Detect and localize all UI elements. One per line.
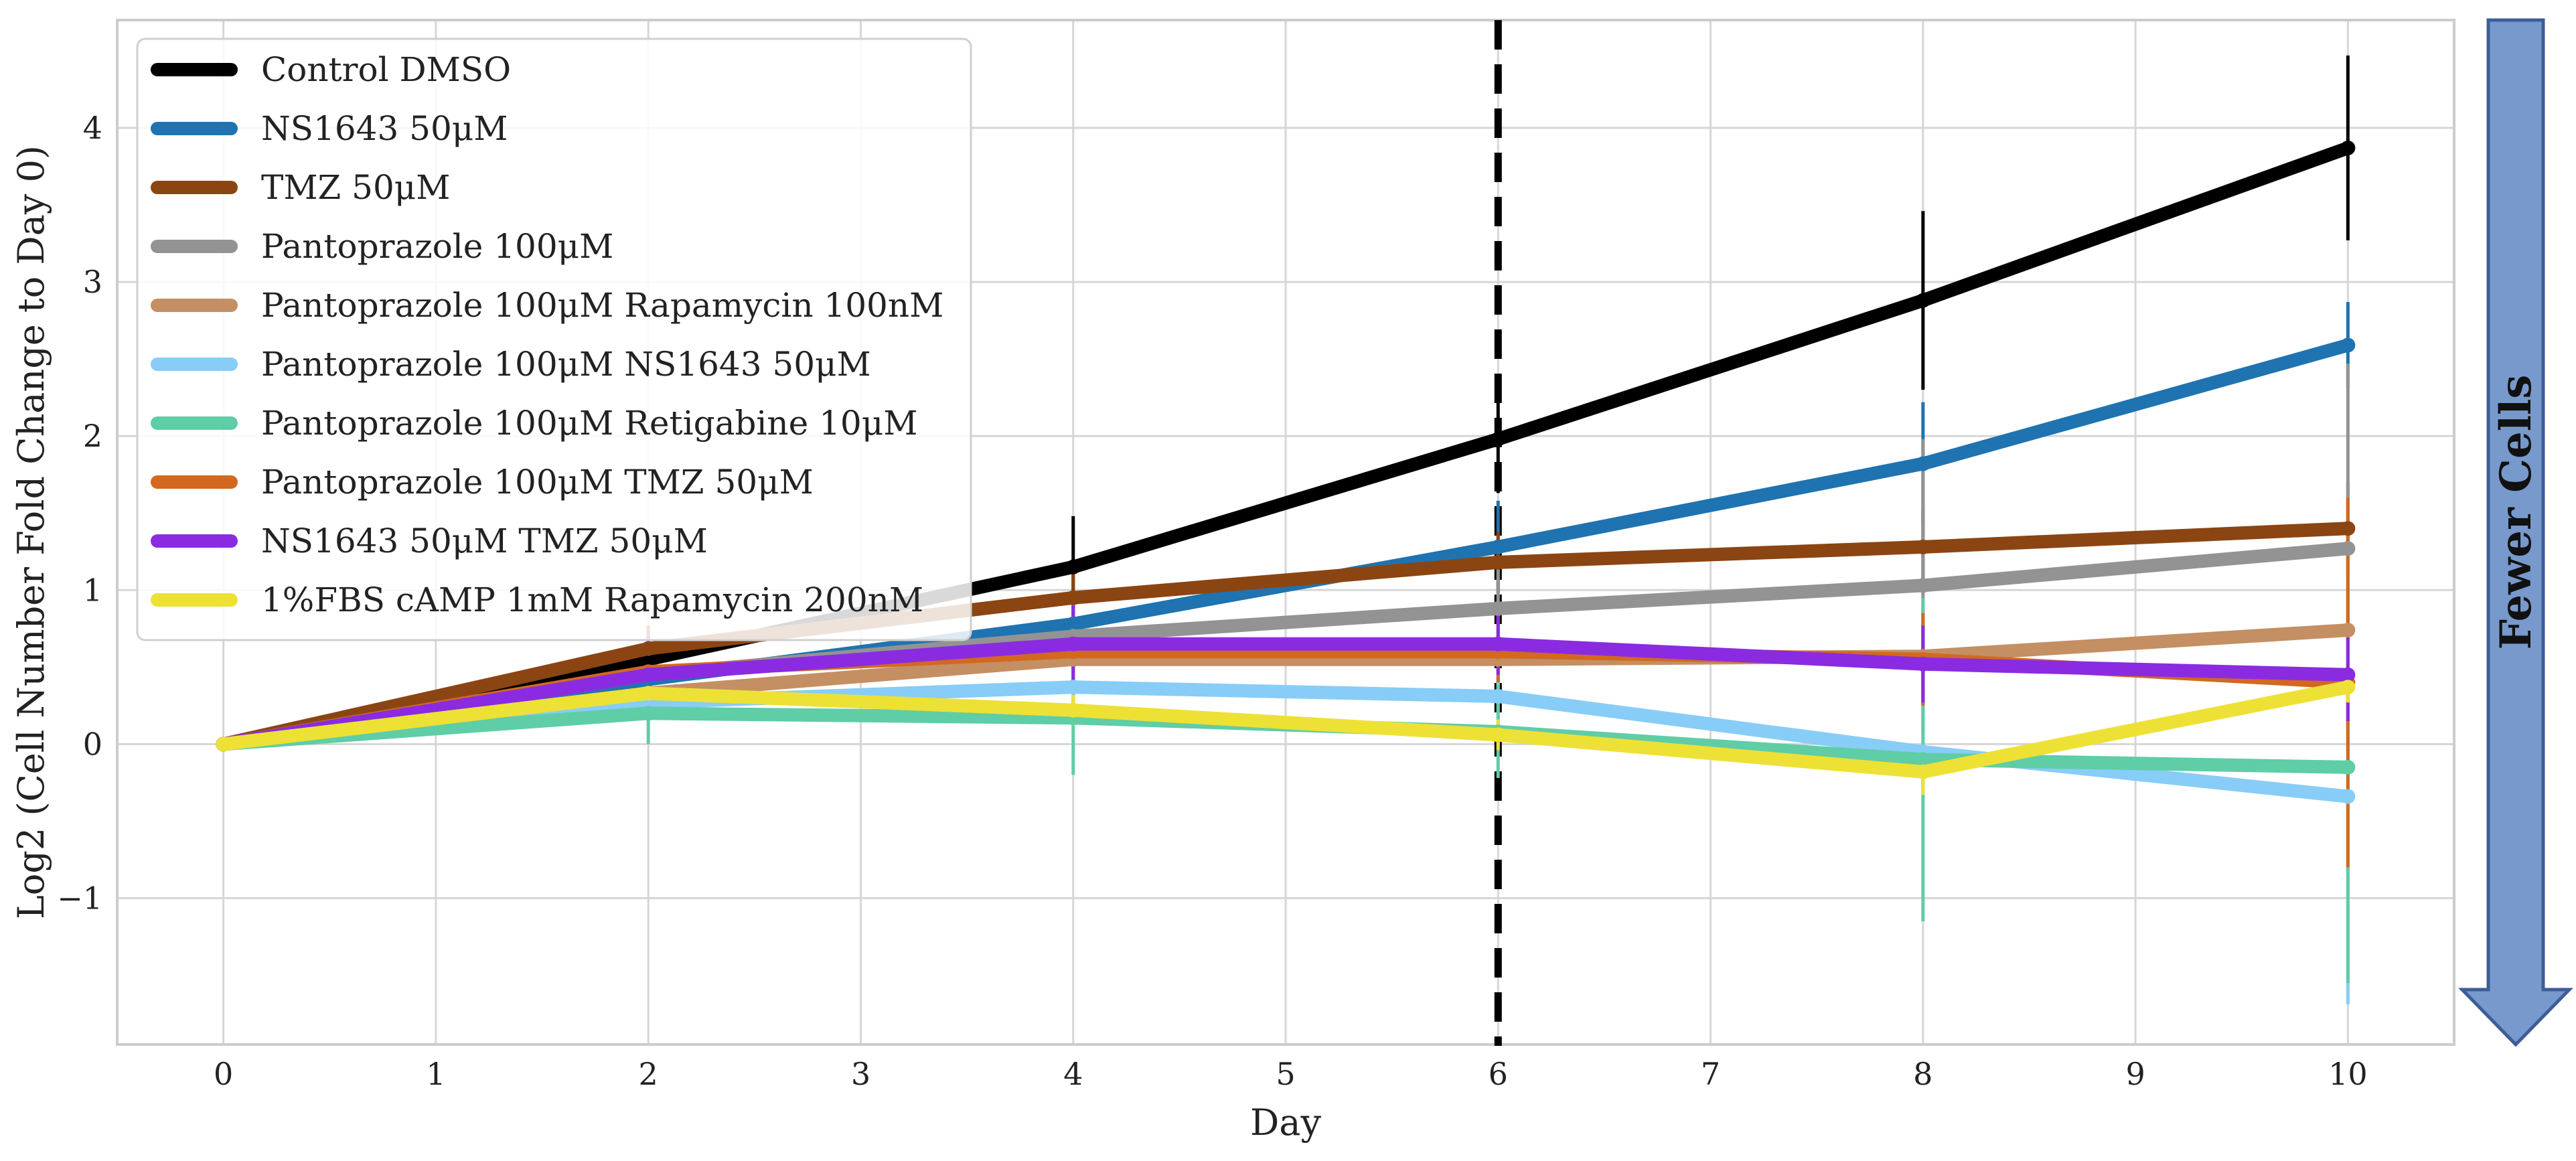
data-point [641,706,656,721]
series-layer [216,140,2356,804]
legend-label: Pantoprazole 100μM Rapamycin 100nM [261,286,943,325]
data-point [1915,764,1930,779]
data-point [1065,680,1081,695]
data-point [1491,431,1506,447]
x-tick-label: 7 [1701,1056,1720,1092]
data-point [2340,789,2356,804]
legend-label: Control DMSO [261,50,511,89]
x-tick-label: 5 [1276,1056,1295,1092]
data-point [1065,559,1081,574]
y-axis-ticks: −1 0 1 2 3 4 [57,110,102,916]
data-point [1915,539,1930,554]
series-line [216,522,2355,751]
data-point [1915,293,1930,308]
series-line [216,637,2355,751]
series-line [216,141,2355,751]
data-point [1915,656,1930,672]
series-line [216,680,2355,779]
legend-label: Pantoprazole 100μM [261,227,613,266]
legend-label: TMZ 50μM [261,168,451,207]
x-tick-label: 0 [214,1056,233,1092]
x-tick-label: 1 [426,1056,445,1092]
data-point [1915,752,1930,767]
data-point [641,641,656,656]
data-point [216,737,231,752]
arrow-label: Fewer Cells [2491,375,2541,650]
y-tick-label: 1 [83,572,102,608]
plot-frame [116,19,2455,1046]
down-arrow-icon [2458,18,2573,1047]
x-tick-label: 4 [1063,1056,1083,1092]
data-point [2340,667,2356,682]
data-point [2340,623,2356,638]
x-axis-label: Day [1250,1101,1321,1144]
legend-label: Pantoprazole 100μM NS1643 50μM [261,345,871,384]
data-point [2340,541,2356,556]
data-point [1065,702,1081,718]
data-point [1491,727,1506,743]
data-point [2340,680,2356,695]
legend-label: Pantoprazole 100μM Retigabine 10μM [261,404,917,443]
data-point [1491,601,1506,616]
data-point [1915,578,1930,593]
x-tick-label: 3 [851,1056,870,1092]
data-point [1491,539,1506,554]
data-point [2340,521,2356,536]
data-point [1491,689,1506,704]
legend-box [136,37,972,641]
legend-label: Pantoprazole 100μM TMZ 50μM [261,463,814,501]
data-point [1491,636,1506,651]
data-point [1065,590,1081,605]
y-tick-label: 3 [83,264,102,300]
legend: Control DMSO NS1643 50μM TMZ 50μM Pantopraz… [136,37,972,641]
y-tick-label: 0 [83,726,102,762]
data-point [2340,759,2356,775]
legend-label: NS1643 50μM TMZ 50μM [261,522,708,560]
y-tick-label: 4 [83,110,102,146]
data-point [1065,636,1081,651]
data-point [1065,616,1081,631]
y-tick-label: 2 [83,418,102,454]
data-point [641,667,656,682]
fewer-cells-arrow: Fewer Cells [2458,18,2573,1047]
x-tick-label: 9 [2125,1056,2145,1092]
x-tick-label: 2 [639,1056,658,1092]
data-point [2340,337,2356,353]
y-axis-label: Log2 (Cell Number Fold Change to Day 0) [10,145,52,919]
data-point [641,686,656,701]
y-tick-label: −1 [57,880,102,916]
data-point [1915,456,1930,471]
x-tick-label: 8 [1913,1056,1933,1092]
x-tick-label: 10 [2328,1056,2368,1092]
legend-label: NS1643 50μM [261,109,508,148]
x-axis-ticks: 0 1 2 3 4 5 6 7 8 9 10 [214,1056,2368,1092]
data-point [1491,554,1506,570]
legend-label: 1%FBS cAMP 1mM Rapamycin 200nM [261,580,923,619]
x-tick-label: 6 [1489,1056,1508,1092]
data-point [2340,140,2356,155]
